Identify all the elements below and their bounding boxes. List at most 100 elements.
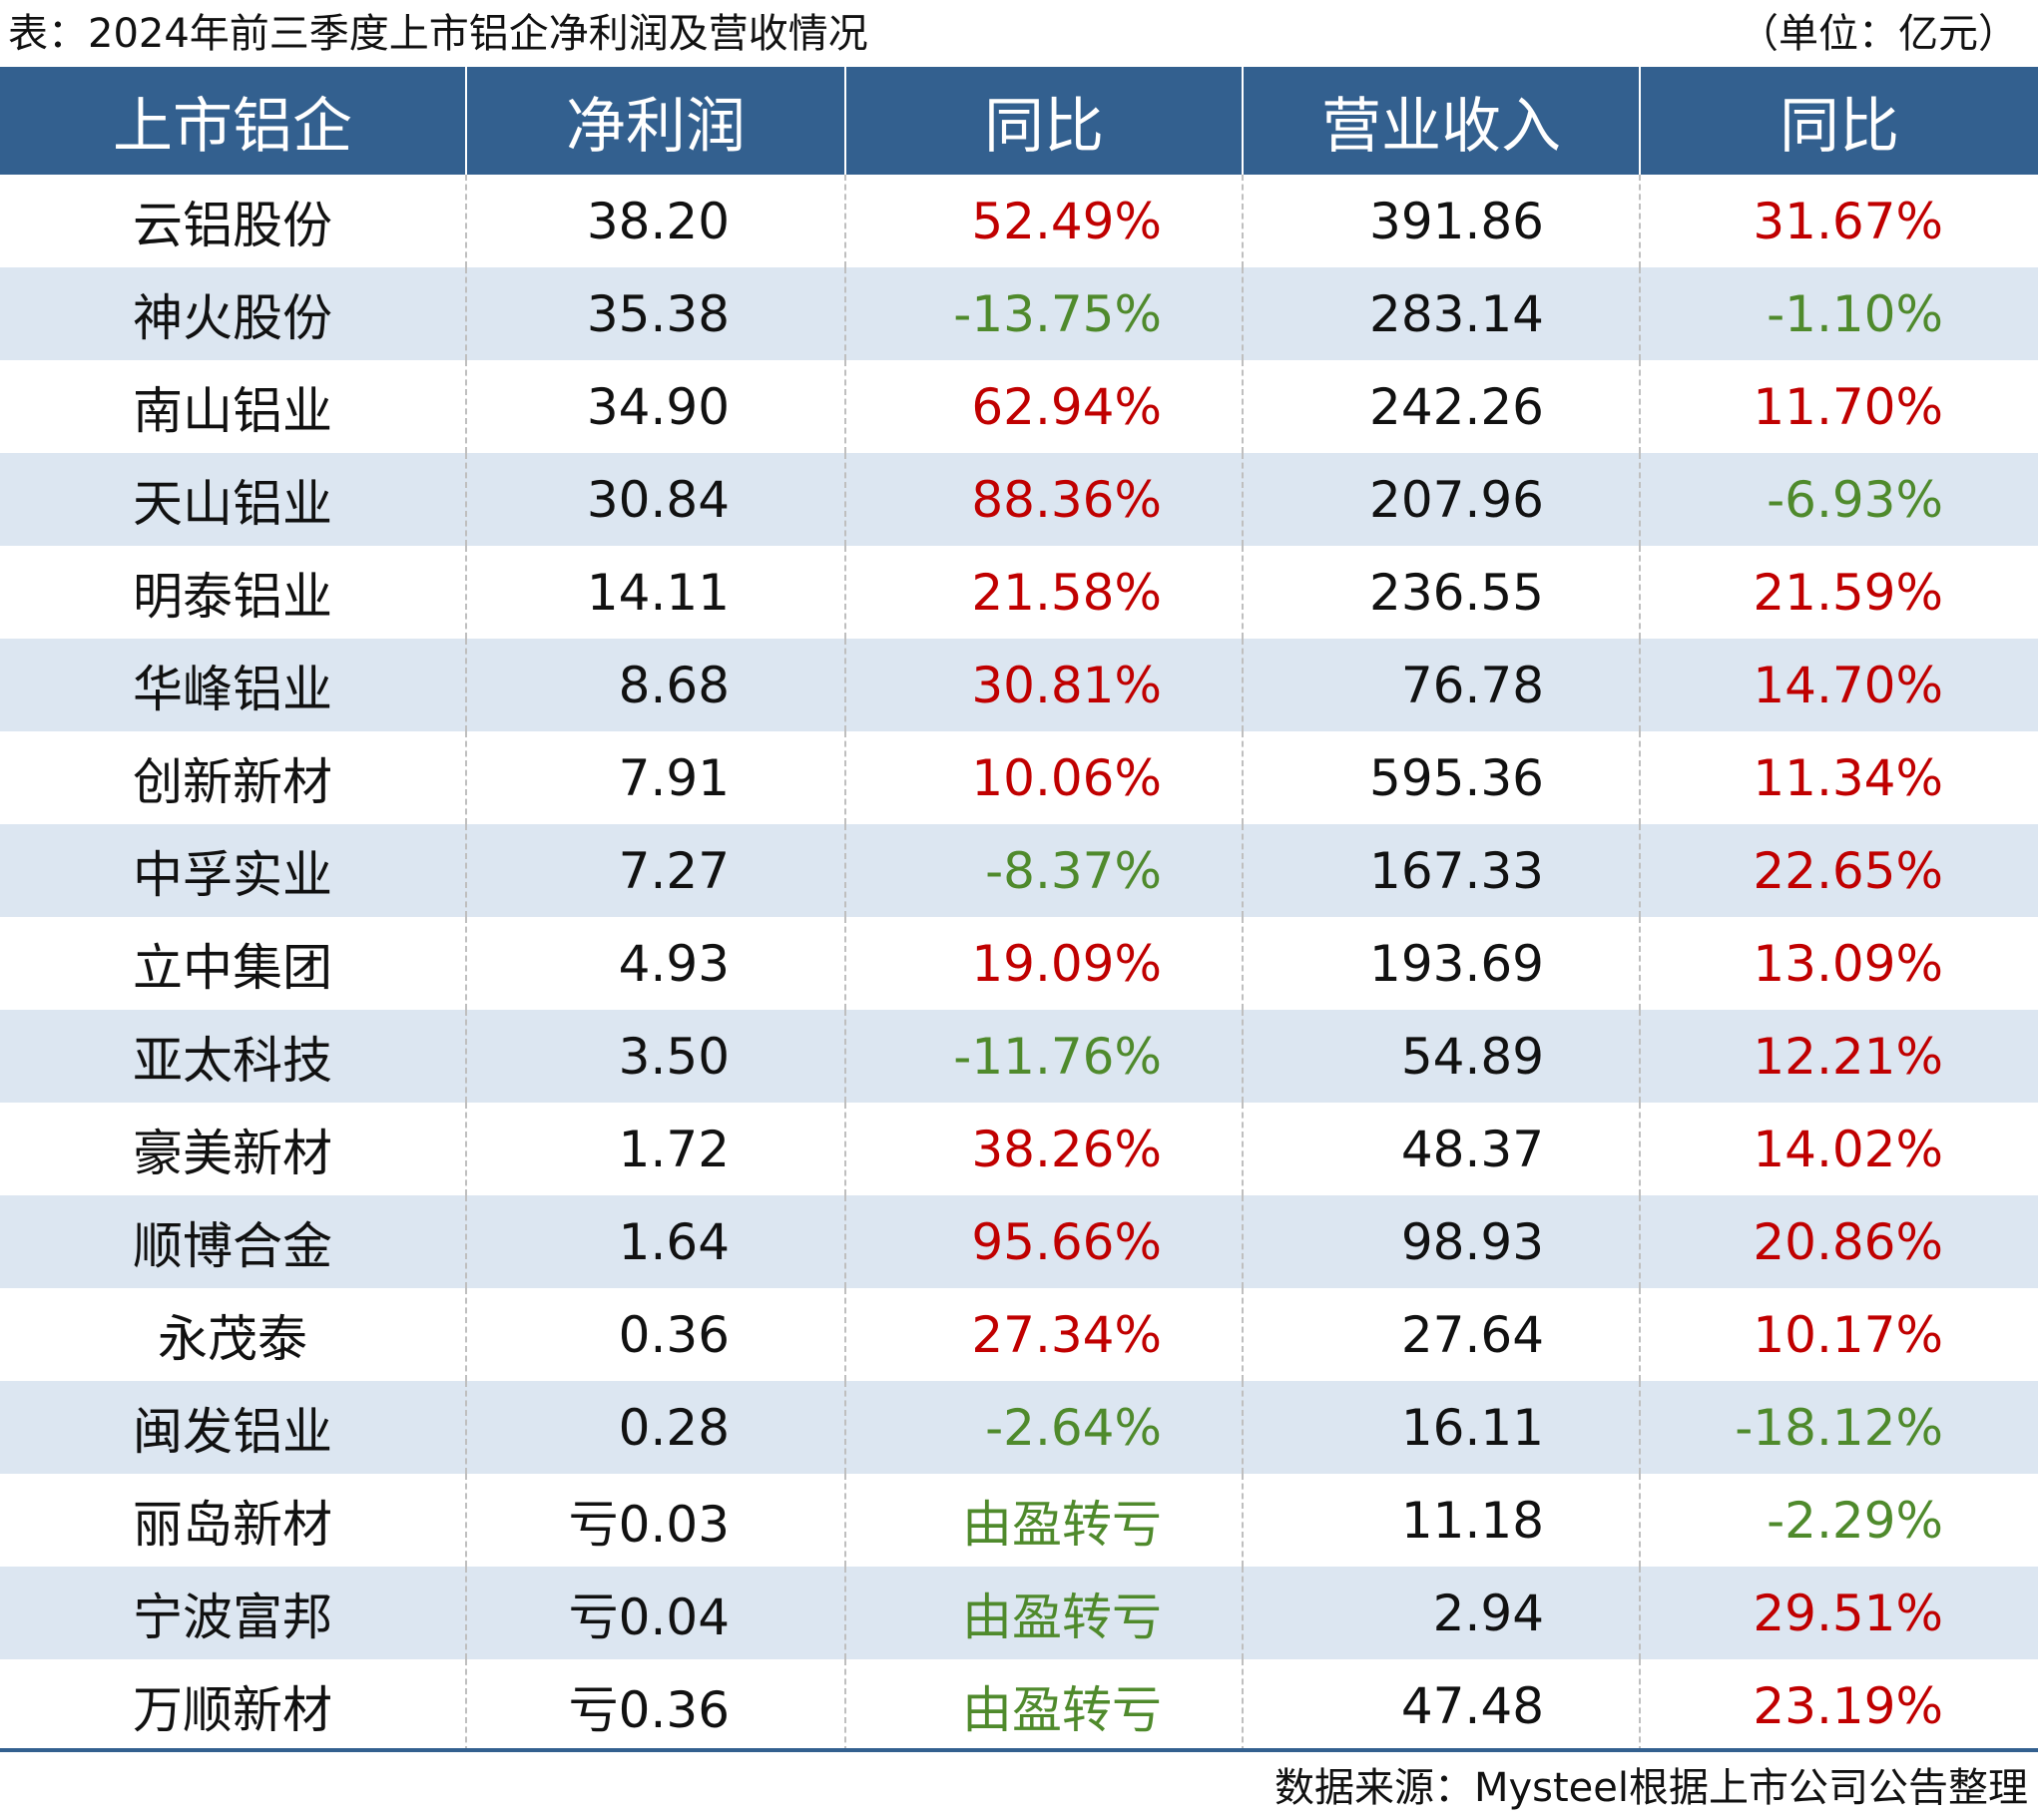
profit-yoy-cell: 10.06% xyxy=(844,731,1243,824)
revenue-cell: 48.37 xyxy=(1242,1103,1640,1195)
revenue-yoy-cell: 11.70% xyxy=(1639,360,2038,453)
table-row: 华峰铝业 8.68 30.81% 76.78 14.70% xyxy=(0,639,2038,731)
profit-yoy-cell: 由盈转亏 xyxy=(844,1474,1243,1567)
table-row: 万顺新材 亏0.36 由盈转亏 47.48 23.19% xyxy=(0,1659,2038,1752)
revenue-yoy-cell: 23.19% xyxy=(1639,1659,2038,1752)
table-row: 天山铝业 30.84 88.36% 207.96 -6.93% xyxy=(0,453,2038,546)
profit-yoy-cell: -11.76% xyxy=(844,1010,1243,1103)
net-profit-cell: 0.28 xyxy=(465,1381,845,1474)
unit-note: （单位：亿元） xyxy=(1739,11,2018,57)
revenue-cell: 76.78 xyxy=(1242,639,1640,731)
table-row: 顺博合金 1.64 95.66% 98.93 20.86% xyxy=(0,1195,2038,1288)
net-profit-cell: 1.72 xyxy=(465,1103,845,1195)
company-name-cell: 顺博合金 xyxy=(0,1195,466,1288)
net-profit-cell: 7.27 xyxy=(465,824,845,917)
net-profit-cell: 34.90 xyxy=(465,360,845,453)
revenue-cell: 193.69 xyxy=(1242,917,1640,1010)
table-row: 豪美新材 1.72 38.26% 48.37 14.02% xyxy=(0,1103,2038,1195)
revenue-cell: 16.11 xyxy=(1242,1381,1640,1474)
table-row: 丽岛新材 亏0.03 由盈转亏 11.18 -2.29% xyxy=(0,1474,2038,1567)
revenue-yoy-cell: 13.09% xyxy=(1639,917,2038,1010)
net-profit-cell: 4.93 xyxy=(465,917,845,1010)
profit-yoy-cell: 62.94% xyxy=(844,360,1243,453)
revenue-yoy-cell: -2.29% xyxy=(1639,1474,2038,1567)
header-row: 上市铝企 净利润 同比 营业收入 同比 xyxy=(0,67,2038,175)
company-name-cell: 中孚实业 xyxy=(0,824,466,917)
net-profit-cell: 14.11 xyxy=(465,546,845,639)
revenue-yoy-cell: 14.70% xyxy=(1639,639,2038,731)
bottom-rule xyxy=(0,1748,2038,1752)
profit-yoy-cell: 21.58% xyxy=(844,546,1243,639)
data-source-note: 数据来源：Mysteel根据上市公司公告整理 xyxy=(1274,1765,2028,1811)
profit-yoy-cell: -8.37% xyxy=(844,824,1243,917)
company-name-cell: 宁波富邦 xyxy=(0,1567,466,1659)
company-name-cell: 万顺新材 xyxy=(0,1659,466,1752)
revenue-yoy-cell: -18.12% xyxy=(1639,1381,2038,1474)
revenue-yoy-cell: -1.10% xyxy=(1639,267,2038,360)
net-profit-cell: 7.91 xyxy=(465,731,845,824)
net-profit-cell: 0.36 xyxy=(465,1288,845,1381)
company-name-cell: 云铝股份 xyxy=(0,175,466,267)
revenue-yoy-cell: 20.86% xyxy=(1639,1195,2038,1288)
header-company: 上市铝企 xyxy=(0,67,466,175)
profit-yoy-cell: -2.64% xyxy=(844,1381,1243,1474)
revenue-yoy-cell: 29.51% xyxy=(1639,1567,2038,1659)
profit-yoy-cell: 95.66% xyxy=(844,1195,1243,1288)
revenue-yoy-cell: 22.65% xyxy=(1639,824,2038,917)
profit-yoy-cell: 88.36% xyxy=(844,453,1243,546)
revenue-yoy-cell: 14.02% xyxy=(1639,1103,2038,1195)
table-row: 永茂泰 0.36 27.34% 27.64 10.17% xyxy=(0,1288,2038,1381)
revenue-cell: 27.64 xyxy=(1242,1288,1640,1381)
net-profit-cell: 38.20 xyxy=(465,175,845,267)
net-profit-cell: 30.84 xyxy=(465,453,845,546)
net-profit-cell: 3.50 xyxy=(465,1010,845,1103)
net-profit-cell: 1.64 xyxy=(465,1195,845,1288)
header-net-profit: 净利润 xyxy=(465,67,845,175)
revenue-yoy-cell: -6.93% xyxy=(1639,453,2038,546)
profit-yoy-cell: -13.75% xyxy=(844,267,1243,360)
revenue-cell: 11.18 xyxy=(1242,1474,1640,1567)
revenue-cell: 47.48 xyxy=(1242,1659,1640,1752)
company-name-cell: 创新新材 xyxy=(0,731,466,824)
company-name-cell: 永茂泰 xyxy=(0,1288,466,1381)
company-name-cell: 天山铝业 xyxy=(0,453,466,546)
net-profit-cell: 亏0.03 xyxy=(465,1474,845,1567)
revenue-cell: 98.93 xyxy=(1242,1195,1640,1288)
header-revenue: 营业收入 xyxy=(1242,67,1640,175)
revenue-cell: 283.14 xyxy=(1242,267,1640,360)
table-row: 创新新材 7.91 10.06% 595.36 11.34% xyxy=(0,731,2038,824)
table-row: 云铝股份 38.20 52.49% 391.86 31.67% xyxy=(0,175,2038,267)
table-row: 闽发铝业 0.28 -2.64% 16.11 -18.12% xyxy=(0,1381,2038,1474)
revenue-yoy-cell: 12.21% xyxy=(1639,1010,2038,1103)
table-caption: 表：2024年前三季度上市铝企净利润及营收情况 xyxy=(8,11,868,57)
company-name-cell: 华峰铝业 xyxy=(0,639,466,731)
revenue-cell: 242.26 xyxy=(1242,360,1640,453)
table-row: 亚太科技 3.50 -11.76% 54.89 12.21% xyxy=(0,1010,2038,1103)
table-row: 宁波富邦 亏0.04 由盈转亏 2.94 29.51% xyxy=(0,1567,2038,1659)
revenue-yoy-cell: 11.34% xyxy=(1639,731,2038,824)
table-row: 中孚实业 7.27 -8.37% 167.33 22.65% xyxy=(0,824,2038,917)
table-row: 立中集团 4.93 19.09% 193.69 13.09% xyxy=(0,917,2038,1010)
profit-yoy-cell: 38.26% xyxy=(844,1103,1243,1195)
company-name-cell: 立中集团 xyxy=(0,917,466,1010)
revenue-yoy-cell: 31.67% xyxy=(1639,175,2038,267)
revenue-cell: 207.96 xyxy=(1242,453,1640,546)
revenue-cell: 2.94 xyxy=(1242,1567,1640,1659)
revenue-cell: 54.89 xyxy=(1242,1010,1640,1103)
profit-yoy-cell: 由盈转亏 xyxy=(844,1567,1243,1659)
revenue-cell: 391.86 xyxy=(1242,175,1640,267)
net-profit-cell: 35.38 xyxy=(465,267,845,360)
header-profit-yoy: 同比 xyxy=(844,67,1243,175)
company-name-cell: 闽发铝业 xyxy=(0,1381,466,1474)
profit-yoy-cell: 27.34% xyxy=(844,1288,1243,1381)
profit-yoy-cell: 19.09% xyxy=(844,917,1243,1010)
profit-yoy-cell: 52.49% xyxy=(844,175,1243,267)
table-row: 明泰铝业 14.11 21.58% 236.55 21.59% xyxy=(0,546,2038,639)
table-row: 神火股份 35.38 -13.75% 283.14 -1.10% xyxy=(0,267,2038,360)
company-name-cell: 神火股份 xyxy=(0,267,466,360)
revenue-yoy-cell: 10.17% xyxy=(1639,1288,2038,1381)
net-profit-cell: 8.68 xyxy=(465,639,845,731)
revenue-yoy-cell: 21.59% xyxy=(1639,546,2038,639)
table-body: 云铝股份 38.20 52.49% 391.86 31.67% 神火股份 35.38 -13.… xyxy=(0,175,2038,1752)
profit-yoy-cell: 30.81% xyxy=(844,639,1243,731)
